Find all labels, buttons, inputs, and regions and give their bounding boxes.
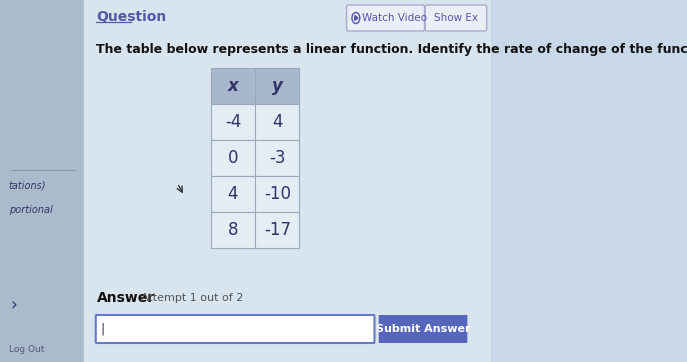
Text: ›: › <box>10 296 16 314</box>
Bar <box>211 140 300 176</box>
Text: -4: -4 <box>225 113 241 131</box>
Text: portional: portional <box>8 205 52 215</box>
Text: x: x <box>227 77 238 95</box>
Bar <box>0 0 85 362</box>
Text: 0: 0 <box>227 149 238 167</box>
Text: Question: Question <box>96 10 167 24</box>
Text: Answer: Answer <box>96 291 155 305</box>
Text: Submit Answer: Submit Answer <box>376 324 471 334</box>
FancyBboxPatch shape <box>425 5 486 31</box>
Text: Show Ex: Show Ex <box>434 13 478 23</box>
Text: The table below represents a linear function. Identify the rate of change of the: The table below represents a linear func… <box>96 43 687 56</box>
Polygon shape <box>354 16 358 21</box>
FancyBboxPatch shape <box>95 315 374 343</box>
Bar <box>211 68 300 104</box>
FancyBboxPatch shape <box>379 315 467 343</box>
Text: Attempt 1 out of 2: Attempt 1 out of 2 <box>141 293 243 303</box>
Text: 4: 4 <box>272 113 282 131</box>
Bar <box>211 104 300 140</box>
Text: 4: 4 <box>227 185 238 203</box>
Text: -10: -10 <box>264 185 291 203</box>
Text: tations): tations) <box>8 180 46 190</box>
Text: |: | <box>100 323 104 336</box>
Bar <box>85 0 491 362</box>
FancyBboxPatch shape <box>346 5 425 31</box>
Bar <box>211 176 300 212</box>
Text: Watch Video: Watch Video <box>362 13 427 23</box>
Bar <box>211 212 300 248</box>
Text: Log Out: Log Out <box>8 345 44 354</box>
Text: 8: 8 <box>227 221 238 239</box>
Text: -3: -3 <box>269 149 286 167</box>
Text: -17: -17 <box>264 221 291 239</box>
Text: y: y <box>272 77 282 95</box>
